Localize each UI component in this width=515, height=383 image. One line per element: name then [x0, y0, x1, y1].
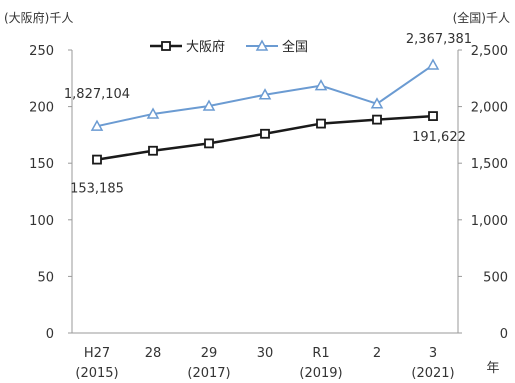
left-axis-ticks: 0 50 100 150 200 250	[29, 44, 72, 342]
data-point-全国	[90, 119, 104, 131]
left-tick-label: 50	[37, 270, 54, 285]
data-label-大阪府: 191,622	[412, 130, 466, 145]
x-tick-year-label: (2021)	[411, 366, 454, 381]
data-label-大阪府: 153,185	[70, 182, 124, 197]
legend-label-全国: 全国	[282, 39, 308, 55]
right-axis-ticks: 0 500 1,000 1,500 2,000 2,500	[458, 44, 508, 342]
left-tick-label: 150	[29, 157, 54, 172]
x-tick-label: 30	[257, 346, 274, 361]
data-point-大阪府	[148, 145, 158, 156]
right-tick-label: 500	[483, 270, 508, 285]
data-point-全国	[426, 58, 440, 70]
left-tick-label: 0	[46, 327, 54, 342]
data-point-全国	[258, 88, 272, 100]
series-layer: 153,185 191,622 1,827,104 2,367,381	[64, 32, 472, 197]
legend-marker-全国	[255, 39, 269, 51]
x-tick-label: 28	[145, 346, 162, 361]
legend: 大阪府 全国	[150, 39, 308, 55]
right-tick-label: 1,000	[471, 214, 508, 229]
x-axis-suffix: 年	[486, 361, 499, 376]
data-point-全国	[202, 99, 216, 111]
x-axis-ticks: H27 (2015) 28 29 (2017) 30 R1 (2019) 2 3 (2021)	[75, 346, 454, 381]
data-point-全国	[314, 79, 328, 91]
x-tick-year-label: (2017)	[187, 366, 230, 381]
data-point-大阪府	[372, 114, 382, 125]
x-tick-label: R1	[312, 346, 329, 361]
x-tick-year-label: (2015)	[75, 366, 118, 381]
x-tick-label: 3	[429, 346, 437, 361]
x-tick-year-label: (2019)	[299, 366, 342, 381]
left-tick-label: 100	[29, 214, 54, 229]
right-tick-label: 0	[500, 327, 508, 342]
legend-marker-大阪府	[161, 41, 171, 51]
right-tick-label: 1,500	[471, 157, 508, 172]
data-label-全国: 2,367,381	[406, 32, 472, 47]
data-point-大阪府	[92, 154, 102, 165]
x-tick-label: 2	[373, 346, 381, 361]
data-point-大阪府	[316, 118, 326, 129]
data-point-全国	[370, 97, 384, 109]
data-point-大阪府	[428, 111, 438, 121]
right-axis-unit-label: (全国)千人	[453, 10, 510, 25]
data-label-全国: 1,827,104	[64, 87, 130, 102]
data-point-全国	[146, 107, 160, 119]
right-tick-label: 2,000	[471, 101, 508, 116]
left-tick-label: 200	[29, 101, 54, 116]
right-tick-label: 2,500	[471, 44, 508, 59]
data-point-大阪府	[204, 138, 214, 149]
left-tick-label: 250	[29, 44, 54, 59]
data-point-大阪府	[260, 128, 270, 139]
x-tick-label: 29	[201, 346, 218, 361]
legend-label-大阪府: 大阪府	[186, 40, 225, 55]
left-axis-unit-label: (大阪府)千人	[4, 10, 73, 25]
x-tick-label: H27	[84, 346, 110, 361]
